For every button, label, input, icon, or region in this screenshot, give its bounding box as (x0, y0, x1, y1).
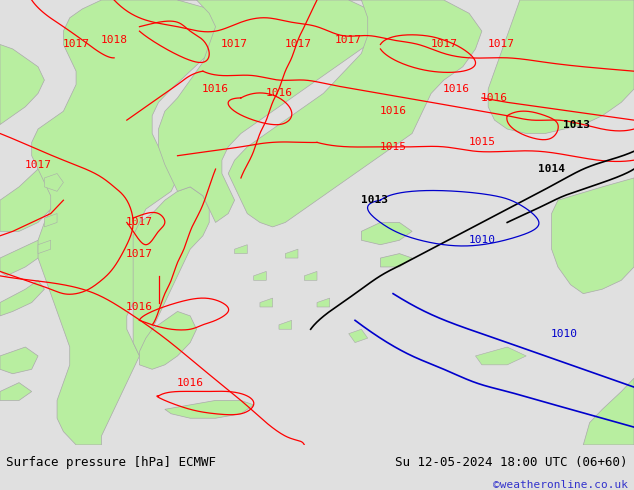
Text: 1016: 1016 (202, 84, 229, 94)
Text: 1018: 1018 (101, 35, 127, 45)
Polygon shape (38, 240, 51, 254)
Polygon shape (228, 0, 482, 227)
Polygon shape (488, 0, 634, 133)
Text: 1013: 1013 (564, 120, 590, 129)
Polygon shape (476, 347, 526, 365)
Polygon shape (158, 0, 380, 222)
Text: 1015: 1015 (380, 142, 406, 152)
Text: 1017: 1017 (221, 40, 248, 49)
Polygon shape (349, 329, 368, 343)
Text: 1017: 1017 (126, 248, 153, 259)
Text: 1017: 1017 (285, 40, 311, 49)
Polygon shape (32, 0, 228, 445)
Polygon shape (552, 178, 634, 294)
Text: 1016: 1016 (380, 106, 406, 116)
Text: 1014: 1014 (538, 164, 565, 174)
Text: 1017: 1017 (126, 218, 153, 227)
Text: 1017: 1017 (488, 40, 514, 49)
Text: 1016: 1016 (481, 93, 508, 103)
Text: 1016: 1016 (177, 378, 204, 388)
Text: 1016: 1016 (126, 302, 153, 312)
Text: 1015: 1015 (469, 137, 495, 147)
Polygon shape (317, 298, 330, 307)
Text: 1010: 1010 (469, 235, 495, 245)
Polygon shape (44, 214, 57, 227)
Text: 1016: 1016 (443, 84, 470, 94)
Polygon shape (0, 236, 57, 276)
Polygon shape (583, 378, 634, 445)
Polygon shape (361, 222, 412, 245)
Polygon shape (285, 249, 298, 258)
Text: Su 12-05-2024 18:00 UTC (06+60): Su 12-05-2024 18:00 UTC (06+60) (395, 457, 628, 469)
Text: ©weatheronline.co.uk: ©weatheronline.co.uk (493, 480, 628, 490)
Polygon shape (304, 271, 317, 280)
Polygon shape (0, 143, 114, 231)
Polygon shape (279, 320, 292, 329)
Polygon shape (0, 280, 44, 316)
Polygon shape (254, 271, 266, 280)
Text: 1017: 1017 (430, 40, 457, 49)
Polygon shape (133, 187, 209, 356)
Text: 1017: 1017 (63, 40, 89, 49)
Polygon shape (44, 173, 63, 191)
Polygon shape (0, 347, 38, 374)
Text: 1017: 1017 (25, 160, 51, 170)
Polygon shape (0, 383, 32, 400)
Text: Surface pressure [hPa] ECMWF: Surface pressure [hPa] ECMWF (6, 457, 216, 469)
Polygon shape (380, 254, 412, 267)
Text: 1016: 1016 (266, 88, 292, 98)
Polygon shape (165, 400, 254, 418)
Polygon shape (235, 245, 247, 254)
Polygon shape (139, 312, 197, 369)
Text: 1013: 1013 (361, 195, 387, 205)
Text: 1017: 1017 (335, 35, 362, 45)
Polygon shape (260, 298, 273, 307)
Polygon shape (0, 45, 44, 124)
Text: 1010: 1010 (551, 329, 578, 339)
